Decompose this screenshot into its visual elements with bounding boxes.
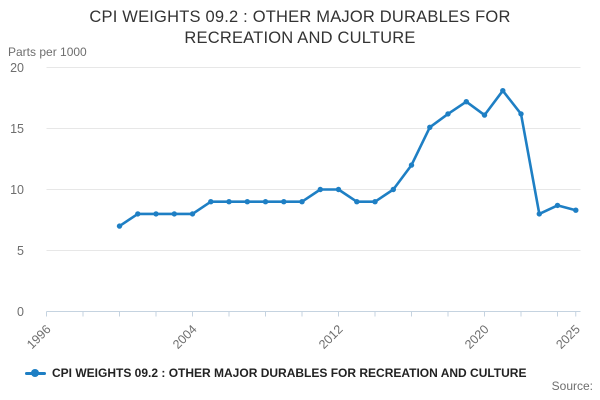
source-label: Source:	[551, 379, 593, 393]
data-point[interactable]	[463, 99, 469, 105]
y-axis-tick-label: 5	[17, 244, 24, 258]
data-point[interactable]	[281, 199, 287, 205]
data-point[interactable]	[390, 186, 396, 193]
y-axis-unit-label: Parts per 1000	[8, 45, 87, 59]
data-point[interactable]	[116, 223, 123, 229]
data-point[interactable]	[208, 199, 214, 205]
x-axis-tick-label: 2020	[462, 322, 492, 352]
data-point[interactable]	[299, 199, 305, 205]
data-point[interactable]	[408, 162, 415, 168]
x-axis-tick-label: 1996	[24, 322, 54, 352]
data-point[interactable]	[427, 124, 433, 130]
y-axis-tick-label: 20	[10, 61, 24, 75]
data-point[interactable]	[244, 199, 250, 205]
data-point[interactable]	[189, 211, 196, 217]
data-point[interactable]	[171, 211, 177, 217]
data-point[interactable]	[226, 199, 232, 205]
data-point[interactable]	[536, 211, 542, 217]
data-point[interactable]	[262, 199, 269, 205]
y-axis-tick-label: 10	[10, 183, 24, 197]
legend-line-dot-icon	[25, 369, 46, 377]
data-point[interactable]	[500, 88, 506, 94]
x-axis-tick-label: 2004	[170, 322, 200, 352]
data-point[interactable]	[317, 186, 323, 193]
chart-title: CPI WEIGHTS 09.2 : OTHER MAJOR DURABLES …	[89, 8, 511, 47]
data-point[interactable]	[153, 211, 159, 217]
data-point[interactable]	[445, 111, 451, 117]
data-point[interactable]	[135, 211, 141, 217]
y-axis-tick-label: 0	[17, 305, 24, 319]
series-line	[118, 89, 578, 228]
x-axis-tick-label: 2025	[553, 322, 583, 352]
data-point[interactable]	[518, 111, 524, 117]
legend-label: CPI WEIGHTS 09.2 : OTHER MAJOR DURABLES …	[52, 366, 527, 380]
x-axis-tick-label: 2012	[316, 322, 346, 352]
data-point[interactable]	[372, 199, 378, 205]
legend-item[interactable]: CPI WEIGHTS 09.2 : OTHER MAJOR DURABLES …	[25, 366, 526, 380]
data-point[interactable]	[335, 186, 342, 193]
data-point[interactable]	[354, 199, 360, 205]
data-point[interactable]	[573, 207, 579, 213]
y-axis-tick-label: 15	[10, 122, 24, 136]
data-point[interactable]	[481, 112, 488, 118]
data-point[interactable]	[554, 202, 561, 209]
